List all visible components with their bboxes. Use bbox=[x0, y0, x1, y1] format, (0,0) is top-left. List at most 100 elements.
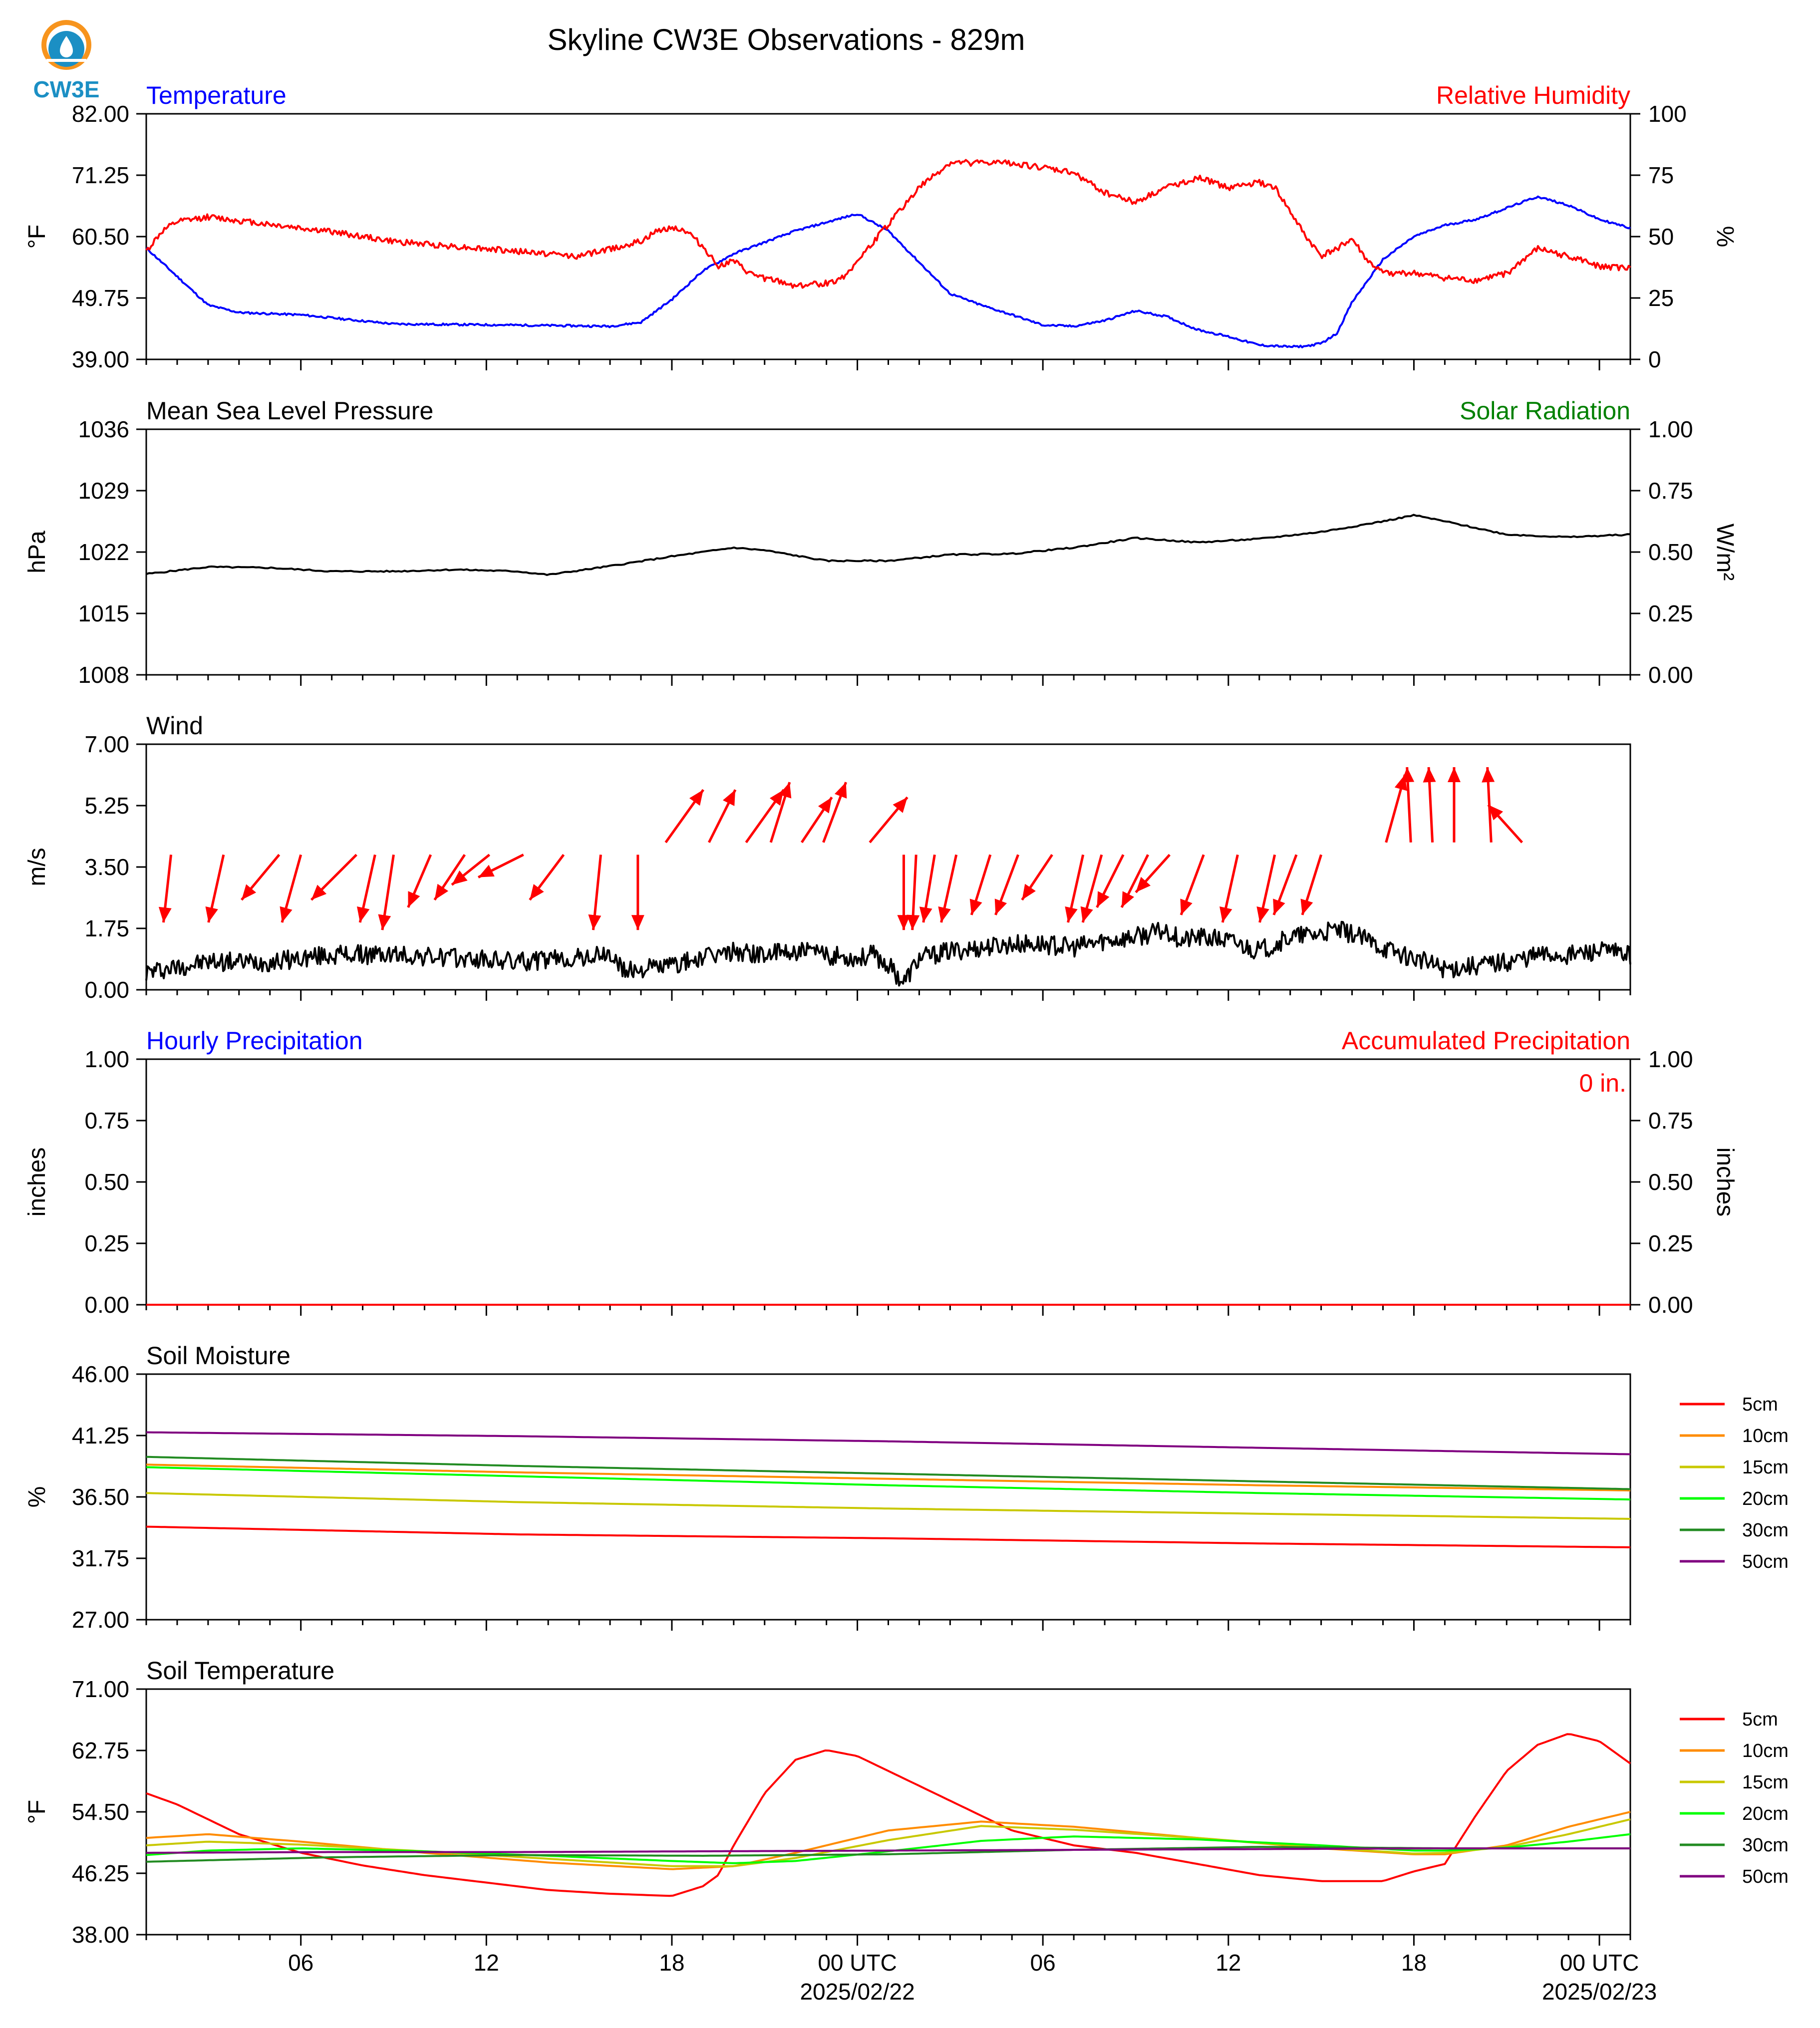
series-line-relative-humidity bbox=[145, 159, 1631, 289]
wind-arrow-head bbox=[158, 906, 172, 923]
y-right-tick-label: 1.00 bbox=[1648, 1046, 1693, 1072]
y-tick-label: 82.00 bbox=[72, 101, 129, 127]
legend: 5cm 10cm 15cm 20cm 30cm 50cm bbox=[1680, 1394, 1789, 1572]
cw3e-logo: CW3E bbox=[33, 20, 100, 102]
x-tick-label: 00 UTC bbox=[818, 1950, 897, 1976]
wind-arrow-head bbox=[452, 870, 468, 885]
x-tick-label: 06 bbox=[1030, 1950, 1056, 1976]
y-tick-label: 1.75 bbox=[84, 915, 129, 941]
panel-left-title: Temperature bbox=[146, 81, 287, 109]
y-tick-label: 5.25 bbox=[84, 793, 129, 819]
series-line-15cm bbox=[146, 1492, 1631, 1520]
panel-right-title: Relative Humidity bbox=[1436, 81, 1630, 109]
x-date-label: 2025/02/22 bbox=[800, 1979, 914, 2005]
y-tick-label: 31.75 bbox=[72, 1545, 129, 1571]
y-tick-label: 1029 bbox=[78, 478, 129, 504]
wind-arrow-head bbox=[241, 884, 257, 900]
wind-arrow-head bbox=[779, 782, 792, 799]
wind-arrow-head bbox=[897, 915, 910, 930]
legend-label: 50cm bbox=[1742, 1551, 1789, 1572]
legend-label: 30cm bbox=[1742, 1835, 1789, 1856]
legend-label: 20cm bbox=[1742, 1803, 1789, 1824]
precip-total-annotation: 0 in. bbox=[1579, 1069, 1626, 1097]
y-tick-label: 46.00 bbox=[72, 1361, 129, 1387]
wind-arrow-head bbox=[631, 915, 644, 930]
logo-drop-icon bbox=[60, 36, 73, 57]
y-right-tick-label: 1.00 bbox=[1648, 416, 1693, 442]
y-tick-label: 0.00 bbox=[84, 1292, 129, 1318]
y-right-tick-label: 0.50 bbox=[1648, 1169, 1693, 1195]
y-axis-label: hPa bbox=[24, 531, 50, 574]
legend-label: 30cm bbox=[1742, 1520, 1789, 1541]
y-axis-label: m/s bbox=[24, 848, 50, 886]
wind-arrow-head bbox=[1488, 805, 1504, 821]
series-line-wind-speed bbox=[145, 920, 1631, 987]
y-tick-label: 46.25 bbox=[72, 1860, 129, 1886]
wind-arrow-head bbox=[818, 797, 832, 814]
y-right-tick-label: 0.50 bbox=[1648, 539, 1693, 565]
panel-pressure-solar: 1008 1015 1022 1029 1036 0.00 0.25 0.50 0.75 1.00… bbox=[24, 397, 1738, 688]
wind-arrow-head bbox=[834, 782, 847, 799]
logo-wave bbox=[46, 59, 86, 62]
wind-arrow-head bbox=[356, 906, 370, 923]
panel-right-title: Solar Radiation bbox=[1460, 397, 1630, 425]
y-tick-label: 49.75 bbox=[72, 285, 129, 311]
legend-label: 10cm bbox=[1742, 1426, 1789, 1447]
logo-text: CW3E bbox=[33, 76, 100, 102]
wind-arrow-head bbox=[280, 906, 293, 923]
x-tick-label: 12 bbox=[474, 1950, 499, 1976]
y-right-axis-label: W/m² bbox=[1712, 524, 1738, 581]
x-tick-label: 18 bbox=[1401, 1950, 1427, 1976]
y-axis-label: °F bbox=[24, 1800, 50, 1824]
y-right-axis-label: % bbox=[1712, 226, 1738, 248]
y-tick-label: 36.50 bbox=[72, 1484, 129, 1510]
y-tick-label: 0.50 bbox=[84, 1169, 129, 1195]
y-right-tick-label: 25 bbox=[1648, 285, 1674, 311]
series-line-mean-sea-level-pressure bbox=[146, 514, 1631, 576]
legend-label: 10cm bbox=[1742, 1740, 1789, 1761]
y-right-tick-label: 75 bbox=[1648, 162, 1674, 188]
panel-temperature-rh: 39.00 49.75 60.50 71.25 82.00 0 25 50 75 100 Tempe… bbox=[24, 81, 1738, 372]
y-tick-label: 1022 bbox=[78, 539, 129, 565]
legend-label: 20cm bbox=[1742, 1488, 1789, 1509]
legend-label: 15cm bbox=[1742, 1457, 1789, 1478]
wind-arrow-head bbox=[1065, 906, 1078, 923]
wind-arrow-head bbox=[1300, 898, 1313, 915]
y-tick-label: 1.00 bbox=[84, 1046, 129, 1072]
panel-left-title: Soil Temperature bbox=[146, 1657, 334, 1685]
y-axis-label: % bbox=[24, 1486, 50, 1508]
y-tick-label: 71.00 bbox=[72, 1676, 129, 1702]
series-line-50cm bbox=[146, 1431, 1631, 1455]
y-tick-label: 54.50 bbox=[72, 1799, 129, 1825]
wind-arrow-head bbox=[1401, 767, 1415, 783]
y-tick-label: 3.50 bbox=[84, 854, 129, 880]
y-tick-label: 60.50 bbox=[72, 224, 129, 250]
legend-label: 15cm bbox=[1742, 1772, 1789, 1793]
series-line-5cm bbox=[146, 1525, 1631, 1548]
x-tick-label: 00 UTC bbox=[1560, 1950, 1639, 1976]
wind-arrow-head bbox=[378, 914, 391, 930]
y-right-tick-label: 0.75 bbox=[1648, 1108, 1693, 1134]
wind-arrow-head bbox=[408, 891, 420, 907]
y-right-tick-label: 0.00 bbox=[1648, 662, 1693, 688]
y-right-tick-label: 0.25 bbox=[1648, 600, 1693, 626]
panel-wind: 0.00 1.75 3.50 5.25 7.00 Wind m/s bbox=[24, 712, 1631, 1003]
wind-arrow-head bbox=[1180, 898, 1193, 915]
wind-arrow-head bbox=[1080, 906, 1093, 923]
panel-soil-moisture: 27.00 31.75 36.50 41.25 46.00 Soil Moisture% 5… bbox=[24, 1342, 1789, 1633]
y-right-tick-label: 0 bbox=[1648, 346, 1661, 372]
y-tick-label: 27.00 bbox=[72, 1607, 129, 1633]
wind-arrow-head bbox=[588, 914, 602, 930]
y-tick-label: 0.00 bbox=[84, 977, 129, 1003]
y-tick-label: 1036 bbox=[78, 416, 129, 442]
y-right-tick-label: 0.75 bbox=[1648, 478, 1693, 504]
wind-arrow-head bbox=[1423, 767, 1436, 783]
y-tick-label: 71.25 bbox=[72, 162, 129, 188]
wind-arrow-head bbox=[434, 883, 449, 900]
x-tick-label: 06 bbox=[288, 1950, 313, 1976]
legend-label: 50cm bbox=[1742, 1866, 1789, 1887]
wind-arrow-head bbox=[689, 790, 703, 806]
y-tick-label: 0.75 bbox=[84, 1108, 129, 1134]
y-right-tick-label: 50 bbox=[1648, 224, 1674, 250]
wind-arrow-head bbox=[478, 865, 495, 877]
